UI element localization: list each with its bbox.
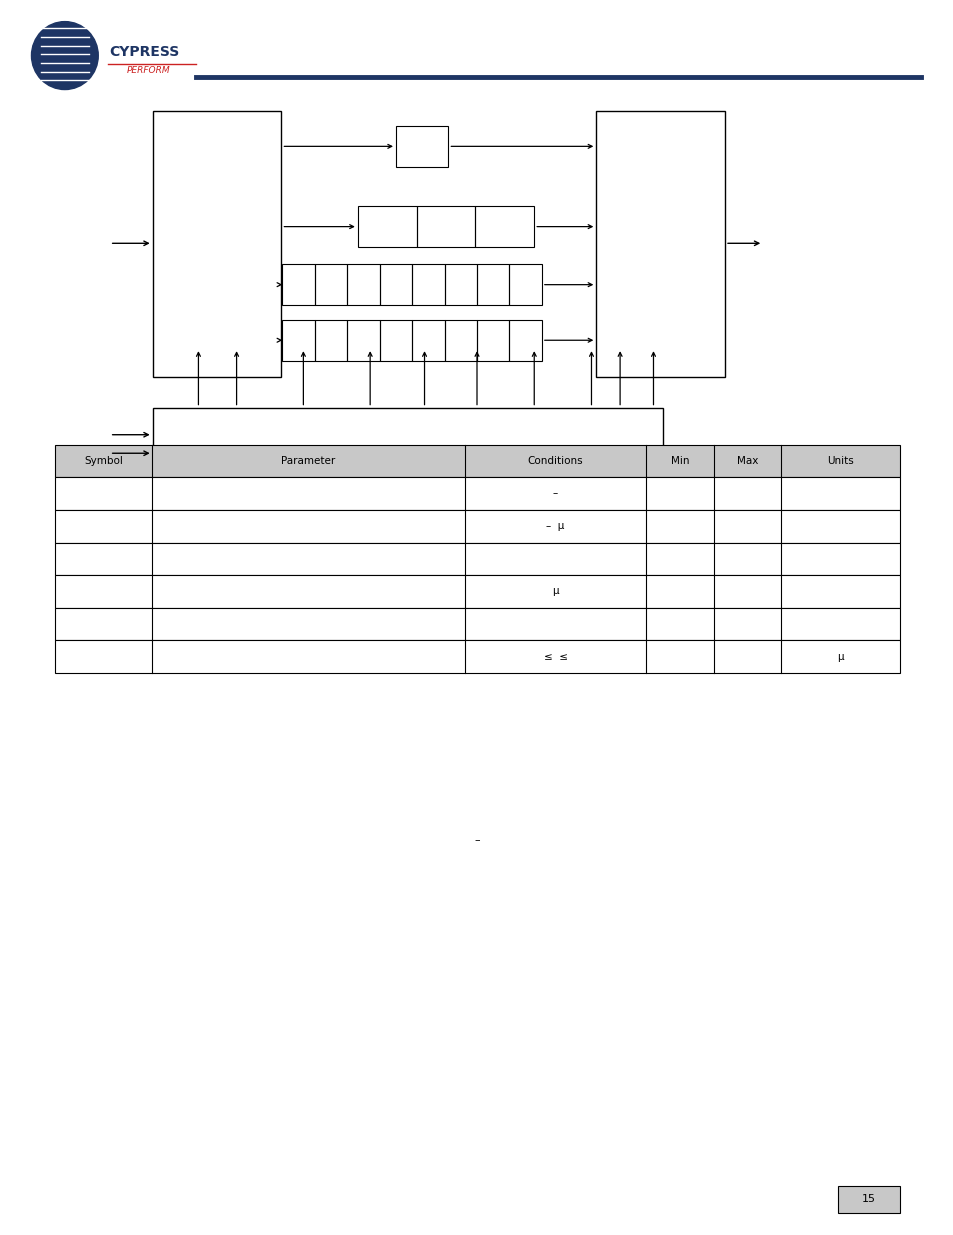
Bar — [314, 320, 347, 361]
Text: Min: Min — [670, 456, 689, 466]
Text: μ: μ — [552, 587, 558, 597]
Text: Symbol: Symbol — [85, 456, 123, 466]
Bar — [596, 111, 724, 377]
Bar — [152, 111, 281, 377]
Bar — [476, 320, 509, 361]
Bar — [476, 264, 509, 305]
Bar — [314, 264, 347, 305]
Bar — [55, 510, 899, 542]
Bar — [282, 320, 314, 361]
Bar — [55, 641, 899, 673]
Text: Conditions: Conditions — [527, 456, 583, 466]
Text: PERFORM: PERFORM — [127, 65, 171, 75]
Text: CYPRESS: CYPRESS — [110, 44, 180, 59]
Bar — [412, 320, 444, 361]
Text: ≤  ≤: ≤ ≤ — [543, 652, 567, 662]
Bar — [837, 1186, 899, 1213]
Bar — [347, 264, 379, 305]
Bar — [347, 320, 379, 361]
Bar — [416, 206, 475, 247]
Text: –: – — [474, 835, 479, 845]
Text: Parameter: Parameter — [281, 456, 335, 466]
Bar — [357, 206, 416, 247]
Text: –  μ: – μ — [546, 521, 564, 531]
Text: Units: Units — [826, 456, 853, 466]
Text: Max: Max — [736, 456, 758, 466]
Ellipse shape — [31, 21, 98, 90]
Text: μ: μ — [837, 652, 843, 662]
Bar — [282, 264, 314, 305]
Bar — [509, 264, 541, 305]
Bar — [152, 408, 662, 475]
Bar — [444, 320, 476, 361]
Bar — [55, 608, 899, 641]
Text: 15: 15 — [861, 1194, 875, 1204]
Bar — [55, 445, 899, 477]
Bar — [412, 264, 444, 305]
Bar — [55, 542, 899, 576]
Bar — [55, 477, 899, 510]
Bar — [379, 264, 412, 305]
Bar — [444, 264, 476, 305]
Bar — [55, 576, 899, 608]
Bar — [475, 206, 534, 247]
Text: –: – — [553, 489, 558, 499]
Bar — [509, 320, 541, 361]
Bar — [395, 126, 448, 167]
Bar — [379, 320, 412, 361]
